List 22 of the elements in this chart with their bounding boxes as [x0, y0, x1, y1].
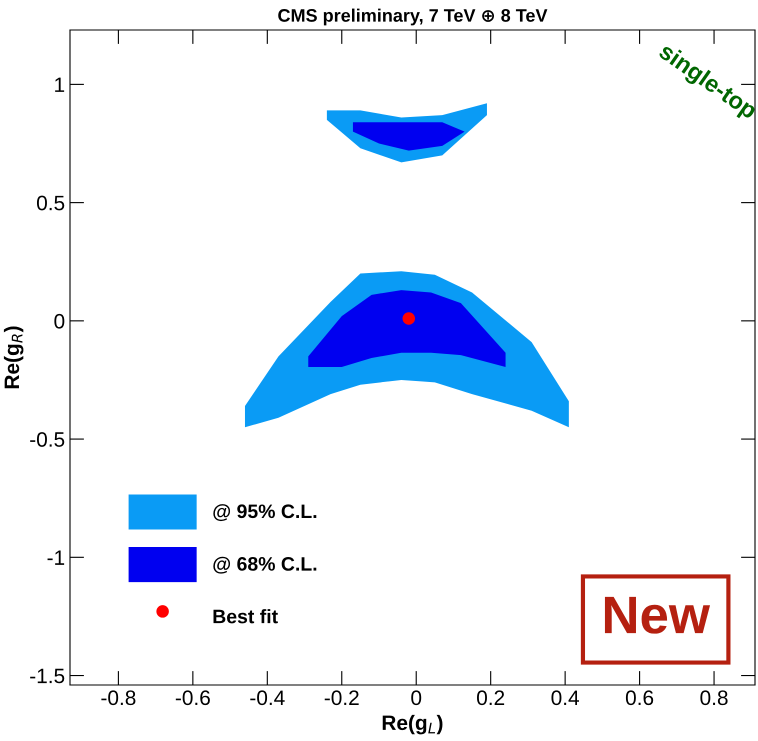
legend-label: Best fit	[214, 609, 278, 624]
x-tick-label: 0.4	[551, 690, 580, 706]
chart-title: CMS preliminary, 7 TeV ⊕ 8 TeV	[278, 8, 548, 26]
y-axis-title: Re(g$_{R}$)	[4, 326, 24, 388]
y-tick-label: 0	[54, 314, 64, 329]
y-tick-label: 0.5	[36, 196, 64, 210]
x-tick-label: 0.6	[626, 690, 654, 706]
legend-label: @ 68% C.L.	[213, 556, 316, 574]
x-tick-label: 0.2	[477, 690, 504, 706]
x-tick-label: -0.4	[250, 690, 285, 706]
x-tick-label: -0.6	[176, 690, 210, 706]
x-tick-label: -0.2	[324, 690, 359, 706]
legend-label: @ 95% C.L.	[213, 504, 316, 522]
x-tick-label: -0.8	[101, 690, 136, 706]
y-tick-label: -1	[48, 550, 64, 565]
x-axis-title: Re(g$_{L}$)	[382, 714, 442, 734]
y-tick-label: 1	[55, 78, 64, 92]
y-tick-label: -0.5	[30, 432, 64, 447]
x-tick-label: 0	[411, 690, 422, 706]
x-tick-label: 0.8	[700, 690, 728, 706]
annotation: New	[604, 596, 710, 634]
y-tick-label: -1.5	[30, 668, 64, 684]
